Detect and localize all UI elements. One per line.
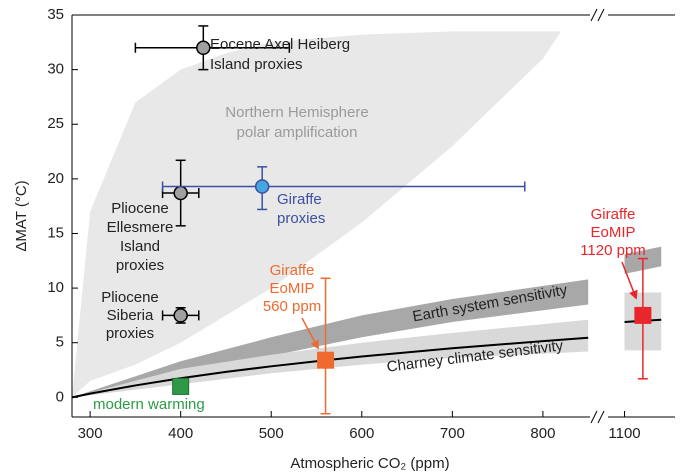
point-label: Pliocene <box>101 289 159 306</box>
point-label: Siberia <box>107 307 154 324</box>
point <box>196 40 211 56</box>
point-label: proxies <box>277 210 325 227</box>
x-tick-label: 400 <box>168 425 193 442</box>
arrow <box>621 261 638 300</box>
band-label: polar amplification <box>237 124 358 141</box>
y-axis-label: ΔMAT (°C) <box>13 180 30 251</box>
point <box>172 377 190 395</box>
x-tick-label: 700 <box>440 425 465 442</box>
point-label: Giraffe <box>591 206 636 223</box>
point-label: Ellesmere <box>107 219 174 236</box>
y-tick-label: 20 <box>47 170 64 187</box>
point-label: Island <box>120 238 160 255</box>
marks <box>134 25 652 415</box>
point-label: proxies <box>106 325 154 342</box>
axis-break <box>597 8 605 22</box>
arrow <box>301 317 319 350</box>
point-label: Pliocene <box>111 200 169 217</box>
y-tick-label: 0 <box>56 388 64 405</box>
x-tick-label: 300 <box>78 425 103 442</box>
x-axis-label: Atmospheric CO₂ (ppm) <box>290 455 449 472</box>
x-tick-label: 800 <box>530 425 555 442</box>
point-label: Island proxies <box>210 56 303 73</box>
y-tick-label: 35 <box>47 6 64 23</box>
point-label: EoMIP <box>590 224 635 241</box>
y-tick-label: 15 <box>47 224 64 241</box>
point <box>317 351 335 369</box>
point-label: Eocene Axel Heiberg <box>210 36 350 53</box>
axis-break <box>590 410 598 424</box>
point-label: proxies <box>116 257 164 274</box>
point <box>634 306 652 324</box>
point <box>254 179 270 194</box>
point-label: 560 ppm <box>263 298 321 315</box>
y-tick-label: 25 <box>47 115 64 132</box>
point <box>173 185 188 201</box>
point-label: Giraffe <box>270 262 315 279</box>
axis-break <box>597 410 605 424</box>
point-label: EoMIP <box>269 280 314 297</box>
point <box>173 308 188 323</box>
point-label: Giraffe <box>277 191 322 208</box>
y-tick-label: 30 <box>47 61 64 78</box>
point-label: modern warming <box>93 396 205 413</box>
point-label: 1120 ppm <box>580 242 646 259</box>
y-tick-label: 5 <box>56 334 64 351</box>
band-label: Northern Hemisphere <box>225 104 368 121</box>
band <box>72 31 562 398</box>
axes: 0 5 10 15 20 25 30 35 300 400 500 600 700 800 1100 <box>47 6 675 442</box>
x-tick-label: 500 <box>259 425 284 442</box>
x-tick-label: 1100 <box>608 425 640 442</box>
x-tick-label: 600 <box>349 425 374 442</box>
axis-break <box>590 8 598 22</box>
y-tick-label: 10 <box>47 279 64 296</box>
line <box>71 336 589 399</box>
